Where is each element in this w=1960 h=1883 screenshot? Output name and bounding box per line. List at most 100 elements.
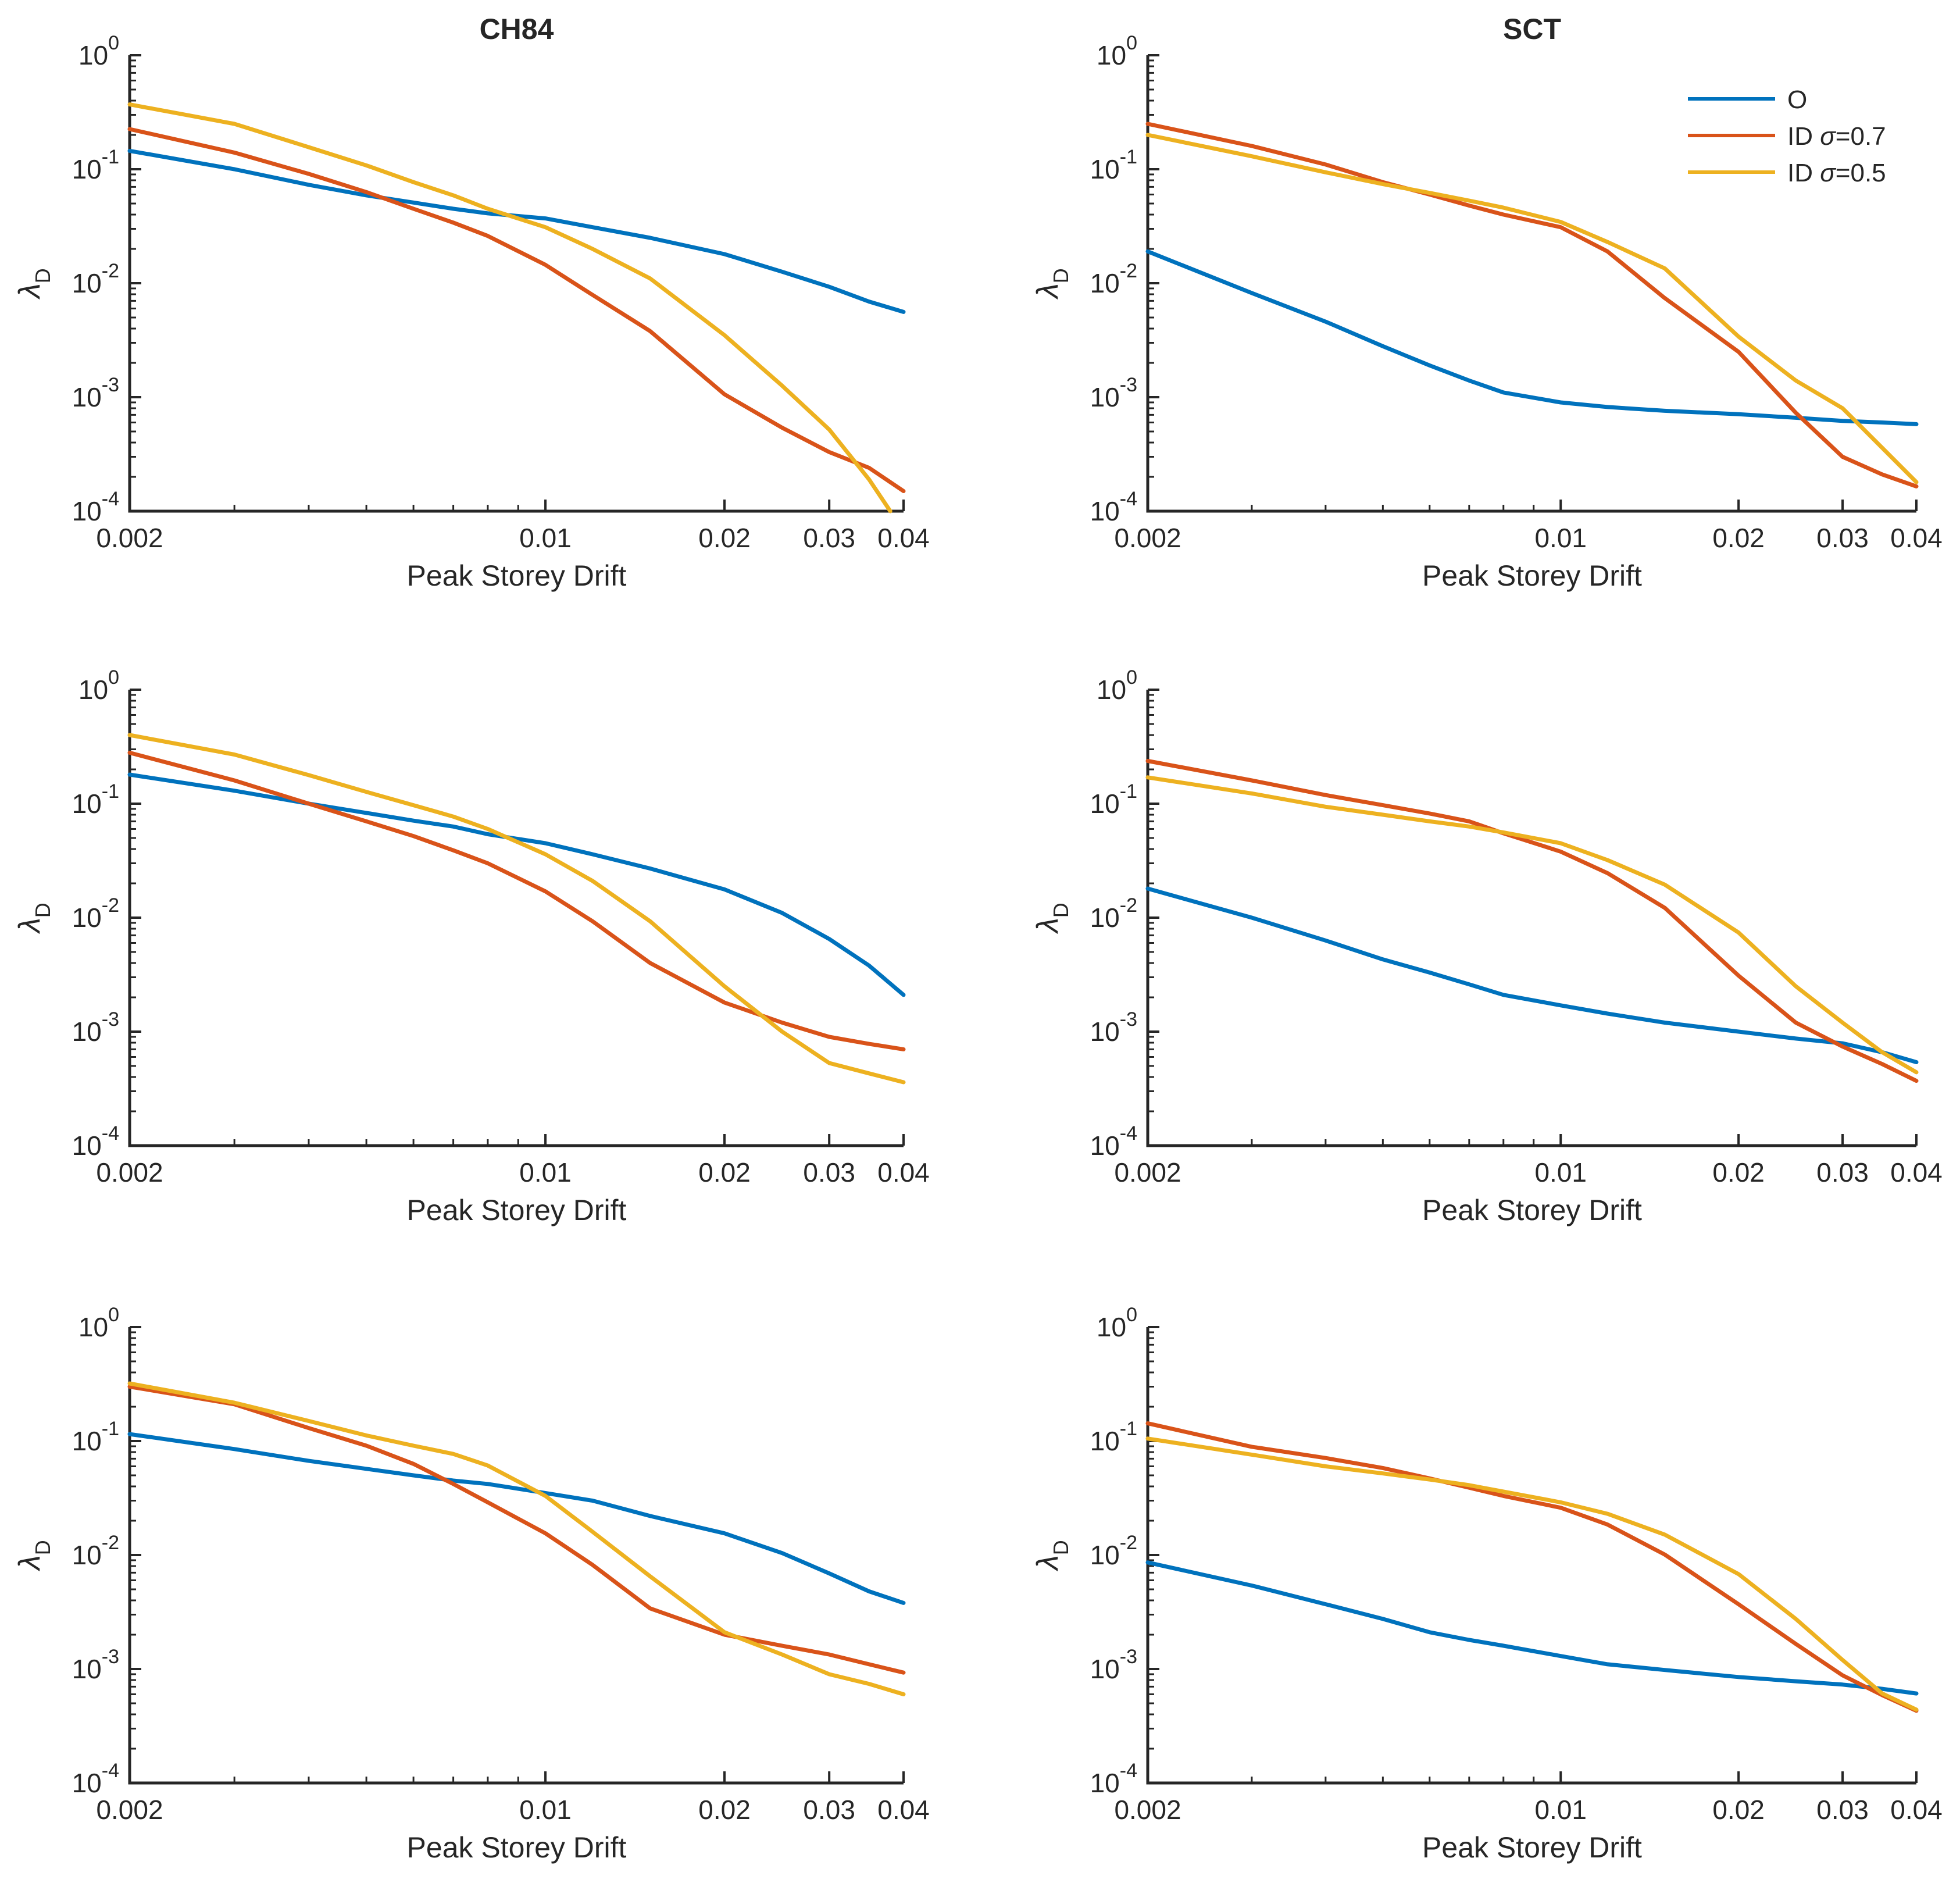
y-tick-label: 100 (1097, 666, 1137, 705)
x-tick-label: 0.04 (877, 523, 930, 553)
x-tick-label: 0.02 (698, 523, 751, 553)
subplot-sct-bottom: 100 10-1 10-2 10-3 10-40.002 0.01 0.02 0.03 0.04… (1031, 1304, 1943, 1864)
x-tick-label: 0.04 (1890, 1795, 1943, 1825)
y-axis-label: λD (1031, 1540, 1073, 1572)
x-tick-label: 0.04 (1890, 1157, 1943, 1187)
subplot-ch84-top: 100 10-1 10-2 10-3 10-40.002 0.01 0.02 0.03 0.04… (13, 13, 930, 592)
y-tick-label: 10-2 (72, 894, 119, 933)
y-tick-label: 10-3 (1090, 1008, 1137, 1047)
x-tick-label: 0.02 (1712, 1157, 1765, 1187)
y-tick-label: 10-3 (72, 1646, 119, 1684)
y-tick-label: 10-1 (1090, 146, 1137, 184)
series-line-ID σ=0.7 (1145, 1421, 1919, 1713)
legend-item-label: O (1787, 85, 1807, 114)
y-tick-label: 10-1 (72, 780, 119, 819)
y-tick-label: 10-3 (72, 1008, 119, 1047)
y-tick-label: 10-4 (1090, 1122, 1137, 1161)
y-tick-label: 10-3 (1090, 374, 1137, 412)
x-tick-label: 0.01 (519, 1157, 572, 1187)
y-tick-label: 10-1 (72, 146, 119, 184)
x-axis-label: Peak Storey Drift (1422, 1194, 1642, 1226)
y-tick-label: 10-2 (72, 260, 119, 298)
y-tick-label: 100 (78, 666, 119, 705)
y-axis-label: λD (1031, 268, 1073, 300)
column-title: SCT (1503, 13, 1561, 45)
axes-lines (1146, 690, 1916, 1147)
series-line-O (127, 148, 906, 314)
x-tick-label: 0.02 (1712, 523, 1765, 553)
y-axis-label: λD (13, 903, 55, 935)
y-tick-label: 10-4 (1090, 1760, 1137, 1798)
series-line-ID σ=0.5 (127, 102, 892, 513)
x-tick-label: 0.03 (803, 1795, 855, 1825)
subplot-ch84-middle: 100 10-1 10-2 10-3 10-40.002 0.01 0.02 0.03 0.04… (13, 666, 930, 1226)
column-title: CH84 (480, 13, 554, 45)
x-tick-label: 0.02 (698, 1157, 751, 1187)
y-tick-label: 10-2 (1090, 1532, 1137, 1570)
series-line-ID σ=0.5 (1145, 1436, 1919, 1712)
series-line-ID σ=0.5 (127, 733, 906, 1085)
x-tick-label: 0.03 (1816, 1795, 1869, 1825)
y-tick-label: 10-1 (1090, 1418, 1137, 1456)
x-tick-label: 0.04 (1890, 523, 1943, 553)
y-tick-label: 10-2 (1090, 260, 1137, 298)
y-tick-label: 100 (78, 1304, 119, 1342)
y-tick-label: 10-4 (72, 488, 119, 526)
x-tick-label: 0.002 (1114, 1157, 1181, 1187)
y-tick-label: 100 (1097, 32, 1137, 70)
x-tick-label: 0.002 (96, 1157, 163, 1187)
x-tick-label: 0.03 (1816, 1157, 1869, 1187)
y-tick-label: 10-2 (72, 1532, 119, 1570)
x-axis-label: Peak Storey Drift (1422, 1831, 1642, 1864)
x-tick-label: 0.03 (1816, 523, 1869, 553)
x-tick-label: 0.002 (96, 1795, 163, 1825)
x-tick-label: 0.002 (1114, 1795, 1181, 1825)
y-axis-label: λD (1031, 903, 1073, 935)
x-axis-label: Peak Storey Drift (1422, 559, 1642, 592)
x-tick-label: 0.02 (698, 1795, 751, 1825)
subplot-sct-middle: 100 10-1 10-2 10-3 10-40.002 0.01 0.02 0.03 0.04… (1031, 666, 1943, 1226)
series-line-ID σ=0.7 (1145, 759, 1919, 1083)
legend-item-label: ID σ=0.5 (1787, 159, 1886, 187)
series-line-ID σ=0.5 (1145, 133, 1919, 484)
x-tick-label: 0.04 (877, 1795, 930, 1825)
x-tick-label: 0.04 (877, 1157, 930, 1187)
y-axis-label: λD (13, 1540, 55, 1572)
axes-lines (128, 55, 904, 513)
subplot-sct-top: 100 10-1 10-2 10-3 10-40.002 0.01 0.02 0.03 0.04… (1031, 13, 1943, 592)
series-line-ID σ=0.7 (127, 127, 906, 493)
legend-item-label: ID σ=0.7 (1787, 122, 1886, 151)
axes-lines (1146, 1327, 1916, 1785)
x-tick-label: 0.03 (803, 1157, 855, 1187)
x-tick-label: 0.01 (1534, 1157, 1587, 1187)
y-tick-label: 10-3 (72, 374, 119, 412)
series-line-ID σ=0.5 (1145, 775, 1919, 1075)
series-line-O (127, 1432, 906, 1605)
series-line-ID σ=0.7 (127, 750, 906, 1051)
x-axis-label: Peak Storey Drift (407, 559, 627, 592)
y-tick-label: 10-4 (1090, 488, 1137, 526)
x-tick-label: 0.02 (1712, 1795, 1765, 1825)
series-line-O (1145, 1560, 1919, 1696)
series-line-O (1145, 886, 1919, 1064)
x-tick-label: 0.01 (519, 523, 572, 553)
y-tick-label: 10-1 (72, 1418, 119, 1456)
series-line-O (1145, 249, 1919, 426)
series-line-ID σ=0.5 (127, 1381, 906, 1696)
legend: O ID σ=0.7 ID σ=0.5 (1688, 85, 1886, 187)
x-tick-label: 0.01 (1534, 1795, 1587, 1825)
x-axis-label: Peak Storey Drift (407, 1194, 627, 1226)
x-tick-label: 0.002 (96, 523, 163, 553)
x-tick-label: 0.01 (519, 1795, 572, 1825)
x-axis-label: Peak Storey Drift (407, 1831, 627, 1864)
y-axis-label: λD (13, 268, 55, 300)
series-line-ID σ=0.7 (127, 1385, 906, 1675)
series-line-O (127, 772, 906, 997)
y-tick-label: 100 (78, 32, 119, 70)
x-tick-label: 0.01 (1534, 523, 1587, 553)
x-tick-label: 0.002 (1114, 523, 1181, 553)
series-line-ID σ=0.7 (1145, 122, 1919, 488)
y-tick-label: 10-4 (72, 1760, 119, 1798)
